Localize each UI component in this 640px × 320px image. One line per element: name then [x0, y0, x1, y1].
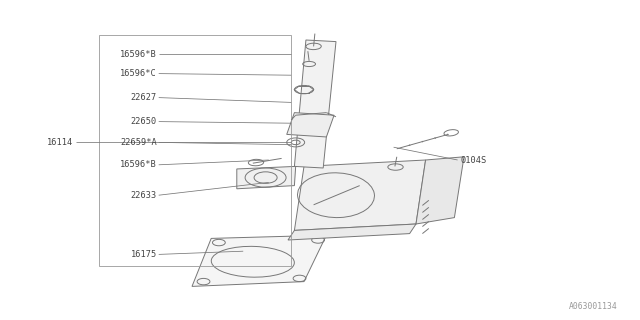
Bar [99, 35, 291, 266]
Polygon shape [287, 113, 334, 137]
Text: 0104S: 0104S [461, 156, 487, 164]
Text: 16596*B: 16596*B [120, 160, 157, 169]
Polygon shape [237, 166, 296, 189]
Polygon shape [288, 224, 416, 240]
Text: 16114: 16114 [47, 138, 74, 147]
Text: 22627: 22627 [131, 93, 157, 102]
Polygon shape [416, 157, 464, 224]
Text: 22633: 22633 [131, 191, 157, 200]
Text: 22659*A: 22659*A [120, 138, 157, 147]
Text: 16596*B: 16596*B [120, 50, 157, 59]
Polygon shape [294, 160, 426, 230]
Text: 22650: 22650 [131, 117, 157, 126]
Text: 16596*C: 16596*C [120, 69, 157, 78]
Text: 16175: 16175 [131, 250, 157, 259]
Polygon shape [294, 40, 336, 168]
Text: A063001134: A063001134 [569, 302, 618, 311]
Polygon shape [192, 235, 326, 286]
